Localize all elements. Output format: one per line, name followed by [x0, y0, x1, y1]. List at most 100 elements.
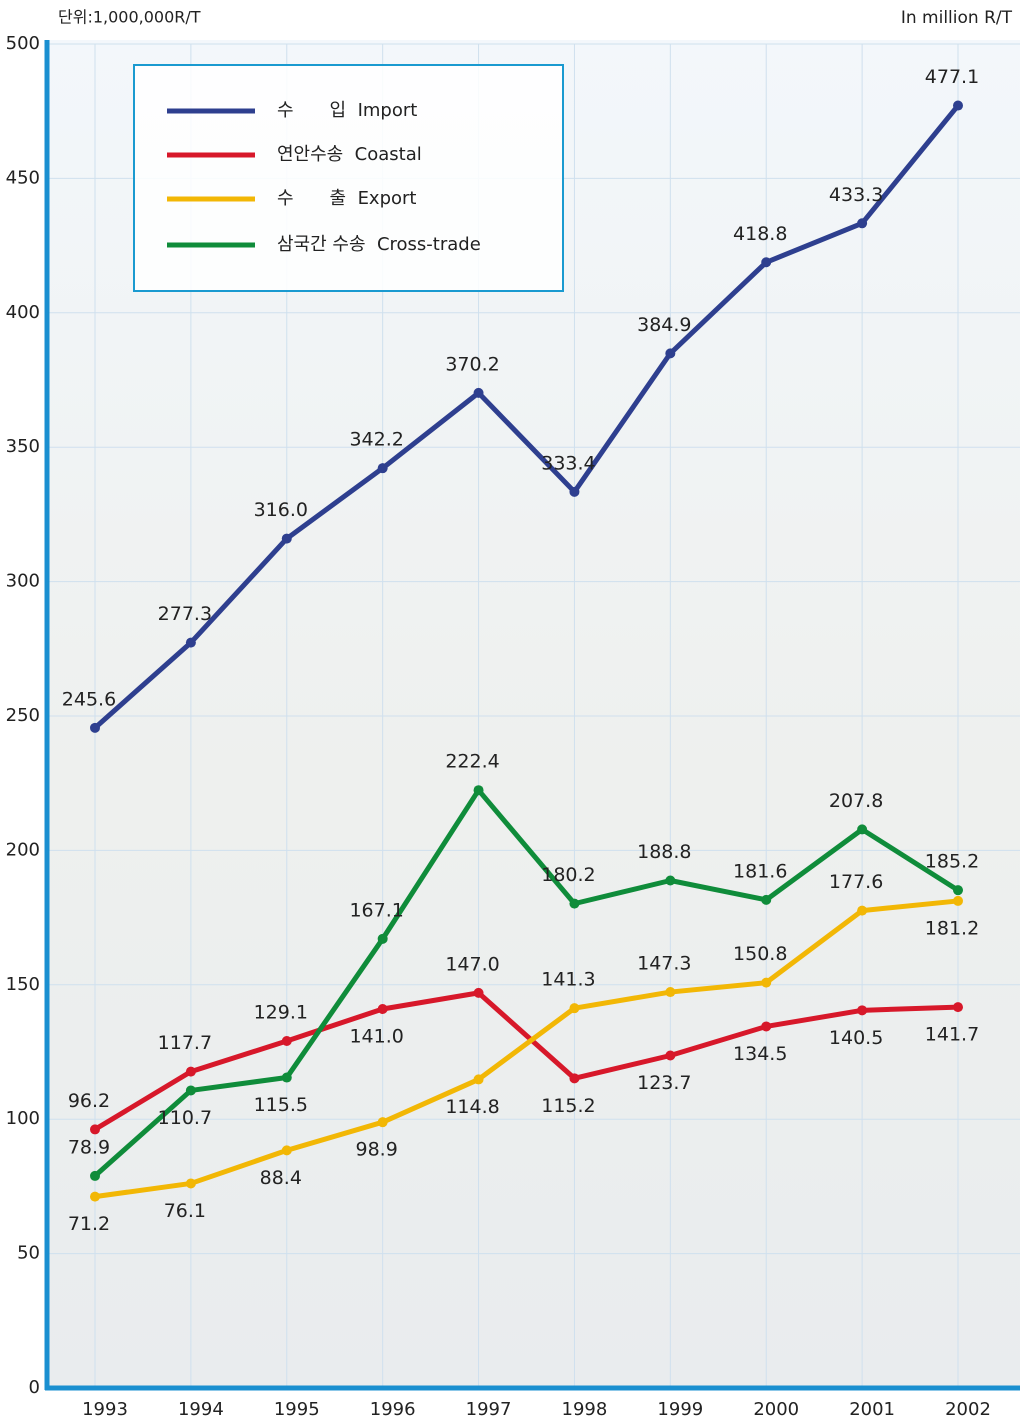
data-point: [569, 487, 579, 497]
data-label: 333.4: [541, 452, 595, 474]
data-point: [665, 348, 675, 358]
data-label: 245.6: [62, 688, 116, 710]
x-tick-label: 1997: [466, 1399, 512, 1420]
x-tick-label: 1995: [274, 1399, 320, 1420]
data-point: [90, 1171, 100, 1181]
data-label: 134.5: [733, 1043, 787, 1065]
legend-label: 삼국간 수송 Cross-trade: [277, 234, 481, 255]
x-tick-label: 2002: [945, 1399, 991, 1420]
y-tick-label: 450: [6, 167, 40, 188]
y-tick-label: 250: [6, 705, 40, 726]
data-label: 433.3: [829, 184, 883, 206]
y-tick-label: 100: [6, 1108, 40, 1129]
legend-label: 연안수송 Coastal: [277, 144, 422, 165]
data-point: [665, 1050, 675, 1060]
y-tick-label: 50: [17, 1243, 40, 1264]
data-point: [857, 218, 867, 228]
data-point: [857, 824, 867, 834]
data-label: 177.6: [829, 871, 883, 893]
data-label: 181.2: [925, 917, 979, 939]
x-tick-label: 2000: [753, 1399, 799, 1420]
x-tick-label: 1999: [657, 1399, 703, 1420]
y-tick-label: 400: [6, 302, 40, 323]
data-label: 76.1: [164, 1200, 206, 1222]
data-point: [665, 987, 675, 997]
data-label: 117.7: [158, 1032, 212, 1054]
data-label: 114.8: [445, 1096, 499, 1118]
data-point: [378, 934, 388, 944]
data-point: [282, 534, 292, 544]
data-point: [282, 1036, 292, 1046]
data-point: [378, 1117, 388, 1127]
data-point: [761, 978, 771, 988]
data-point: [761, 1021, 771, 1031]
data-label: 150.8: [733, 943, 787, 965]
data-label: 370.2: [445, 353, 499, 375]
data-label: 147.3: [637, 953, 691, 975]
data-label: 141.3: [541, 969, 595, 991]
data-point: [953, 885, 963, 895]
y-tick-label: 500: [6, 33, 40, 54]
data-point: [953, 101, 963, 111]
data-label: 123.7: [637, 1072, 691, 1094]
data-label: 110.7: [158, 1107, 212, 1129]
y-tick-label: 150: [6, 974, 40, 995]
data-label: 384.9: [637, 314, 691, 336]
y-tick-label: 300: [6, 571, 40, 592]
data-point: [474, 1074, 484, 1084]
data-point: [90, 1124, 100, 1134]
data-point: [857, 1005, 867, 1015]
data-label: 207.8: [829, 790, 883, 812]
data-point: [90, 723, 100, 733]
data-label: 477.1: [925, 66, 979, 88]
data-point: [569, 1073, 579, 1083]
legend-label: 수 입 Import: [277, 100, 417, 121]
data-point: [378, 1004, 388, 1014]
data-point: [569, 1003, 579, 1013]
data-point: [761, 895, 771, 905]
data-label: 98.9: [356, 1139, 398, 1161]
data-label: 277.3: [158, 603, 212, 625]
data-point: [857, 906, 867, 916]
data-label: 167.1: [349, 899, 403, 921]
data-point: [953, 896, 963, 906]
legend-box: [134, 65, 563, 291]
data-point: [186, 1067, 196, 1077]
y-tick-label: 350: [6, 436, 40, 457]
data-point: [474, 785, 484, 795]
data-label: 342.2: [349, 429, 403, 451]
y-tick-label: 200: [6, 839, 40, 860]
data-point: [761, 257, 771, 267]
data-label: 418.8: [733, 223, 787, 245]
x-tick-label: 1994: [178, 1399, 224, 1420]
data-label: 140.5: [829, 1027, 883, 1049]
x-tick-label: 1996: [370, 1399, 416, 1420]
data-point: [186, 1178, 196, 1188]
data-point: [282, 1145, 292, 1155]
unit-label: 단위:1,000,000R/T: [58, 8, 201, 27]
y-tick-label: 0: [29, 1377, 40, 1398]
data-label: 181.6: [733, 860, 787, 882]
data-label: 78.9: [68, 1136, 110, 1158]
data-label: 115.5: [254, 1094, 308, 1116]
data-label: 96.2: [68, 1090, 110, 1112]
data-label: 185.2: [925, 851, 979, 873]
x-tick-label: 1993: [82, 1399, 128, 1420]
legend-label: 수 출 Export: [277, 188, 417, 209]
data-label: 316.0: [254, 499, 308, 521]
data-label: 141.7: [925, 1024, 979, 1046]
data-label: 129.1: [254, 1001, 308, 1023]
data-label: 71.2: [68, 1213, 110, 1235]
data-label: 115.2: [541, 1095, 595, 1117]
chart: 단위:1,000,000R/T In million R/T 0 50 100 150…: [0, 0, 1020, 1421]
data-label: 180.2: [541, 864, 595, 886]
data-point: [569, 899, 579, 909]
unit-label-en: In million R/T: [901, 8, 1013, 28]
x-tick-label: 2001: [849, 1399, 895, 1420]
data-point: [186, 1085, 196, 1095]
data-point: [953, 1002, 963, 1012]
data-point: [474, 988, 484, 998]
data-point: [186, 638, 196, 648]
x-tick-label: 1998: [562, 1399, 608, 1420]
data-point: [282, 1073, 292, 1083]
